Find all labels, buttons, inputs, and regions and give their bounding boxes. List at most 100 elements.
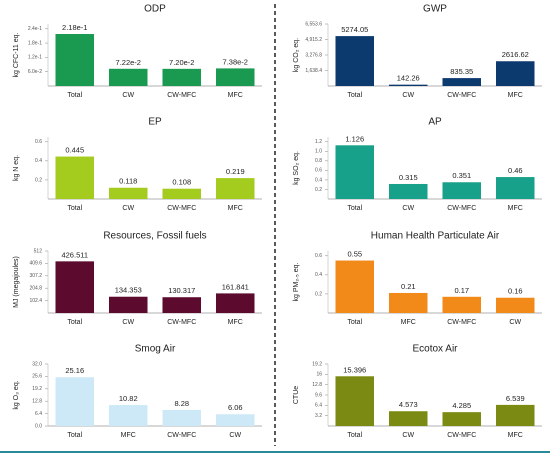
value-label: 142.26 [397, 74, 420, 83]
value-label: 0.108 [172, 178, 191, 187]
bar [442, 296, 482, 313]
chart-panel: ODP kg CFC-11 eq. 6.0e-2 1.2e-1 1.8e-1 2.4e-1… [13, 4, 262, 99]
y-tick-label: 1,638.4 [305, 68, 322, 74]
value-label: 5274.05 [341, 25, 368, 34]
value-label: 4.285 [452, 401, 471, 410]
y-tick-label: 12.8 [32, 399, 42, 405]
value-label: 0.315 [399, 173, 418, 182]
y-tick-label: 0.6 [315, 253, 322, 259]
x-tick-label: MFC [228, 319, 243, 326]
x-tick-label: CW-MFC [167, 319, 196, 326]
y-tick-label: 32.0 [32, 361, 42, 367]
y-tick-label: 3.2 [315, 413, 322, 419]
x-tick-label: MFC [508, 92, 523, 99]
y-tick-label: 0.0 [35, 423, 42, 429]
y-tick-label: 12.8 [312, 382, 322, 388]
bar [215, 68, 255, 86]
value-label: 161.841 [222, 282, 249, 291]
y-axis-label: kg O₃ eq. [13, 380, 20, 409]
x-tick-label: MFC [508, 432, 523, 439]
bar [55, 261, 95, 313]
y-tick-label: 307.2 [29, 273, 42, 279]
bar [495, 297, 535, 313]
y-tick-label: 25.6 [32, 374, 42, 380]
y-axis-label: kg N eq. [13, 155, 20, 181]
x-tick-label: CW-MFC [447, 319, 476, 326]
value-label: 7.20e-2 [169, 58, 194, 67]
bar [55, 156, 95, 199]
value-label: 1.126 [345, 134, 364, 143]
bar [335, 145, 375, 199]
x-tick-label: CW [122, 92, 134, 99]
chart-title: Ecotox Air [412, 344, 458, 355]
bar [335, 260, 375, 313]
chart-title: Smog Air [135, 344, 176, 355]
bar [108, 68, 148, 86]
chart-title: GWP [423, 4, 447, 15]
y-tick-label: 102.4 [29, 298, 42, 304]
value-label: 2.18e-1 [62, 23, 87, 32]
bar [495, 61, 535, 86]
bar [215, 414, 255, 426]
value-label: 0.219 [226, 167, 245, 176]
y-tick-label: 6.0e-2 [28, 69, 42, 75]
value-label: 134.353 [115, 286, 142, 295]
x-tick-label: CW [402, 205, 414, 212]
y-tick-label: 409.6 [29, 261, 42, 267]
x-tick-label: CW-MFC [447, 432, 476, 439]
value-label: 426.511 [61, 250, 88, 259]
y-axis-label: CTUe [293, 386, 300, 404]
chart-panel: Smog Air kg O₃ eq. 0.0 6.4 12.8 19.2 25.6 32.0 2… [13, 344, 262, 439]
bar [162, 297, 202, 313]
x-tick-label: MFC [228, 205, 243, 212]
x-tick-label: MFC [401, 319, 416, 326]
chart-panel: AP kg SO₂ eq. 0.2 0.4 0.6 0.8 1.0 1.2 1.126 Total… [293, 117, 542, 212]
bar [108, 296, 148, 313]
y-tick-label: 19.2 [312, 361, 322, 367]
value-label: 7.38e-2 [223, 57, 248, 66]
x-tick-label: Total [67, 205, 82, 212]
y-tick-label: 0.6 [35, 139, 42, 145]
bar [162, 188, 202, 199]
y-tick-label: 512 [34, 248, 43, 254]
x-tick-label: Total [347, 205, 362, 212]
value-label: 0.445 [65, 146, 84, 155]
value-label: 0.46 [508, 166, 523, 175]
y-tick-label: 19.2 [32, 386, 42, 392]
chart-panel: EP kg N eq. 0.2 0.4 0.6 0.445 Total 0.118 CW 0.10… [13, 117, 262, 212]
y-tick-label: 2.4e-1 [28, 26, 42, 32]
y-tick-label: 0.6 [315, 168, 322, 174]
y-axis-label: kg CFC-11 eq. [13, 32, 20, 77]
value-label: 0.55 [347, 250, 362, 259]
x-tick-label: CW [402, 432, 414, 439]
x-tick-label: Total [347, 432, 362, 439]
y-tick-label: 4,915.2 [305, 37, 322, 43]
value-label: 6.06 [228, 403, 243, 412]
y-tick-label: 0.8 [315, 158, 322, 164]
chart-title: EP [148, 117, 162, 128]
chart-panel: Ecotox Air CTUe 3.2 6.4 9.6 12.8 16 19.2 15.396 T… [293, 344, 542, 439]
y-tick-label: 1.2e-1 [28, 55, 42, 61]
value-label: 835.35 [450, 67, 473, 76]
chart-panel: GWP kg CO₂ eq. 1,638.4 3,276.8 4,915.2 6,553.… [293, 4, 542, 99]
y-tick-label: 0.2 [315, 291, 322, 297]
bar [388, 84, 428, 86]
x-tick-label: Total [347, 319, 362, 326]
x-tick-label: CW-MFC [167, 92, 196, 99]
chart-panel: Human Health Particulate Air kg PM₂.₅ eq.… [293, 231, 542, 326]
x-tick-label: CW [402, 92, 414, 99]
y-tick-label: 1.8e-1 [28, 40, 42, 46]
value-label: 0.16 [508, 287, 523, 296]
bar [215, 178, 255, 199]
bar [55, 34, 95, 86]
value-label: 8.28 [174, 399, 189, 408]
x-tick-label: CW [229, 432, 241, 439]
x-tick-label: Total [67, 92, 82, 99]
value-label: 4.573 [399, 400, 418, 409]
value-label: 0.17 [454, 286, 469, 295]
value-label: 15.396 [343, 365, 366, 374]
value-label: 10.82 [119, 394, 138, 403]
y-tick-label: 1.0 [315, 149, 322, 155]
bar [162, 68, 202, 86]
